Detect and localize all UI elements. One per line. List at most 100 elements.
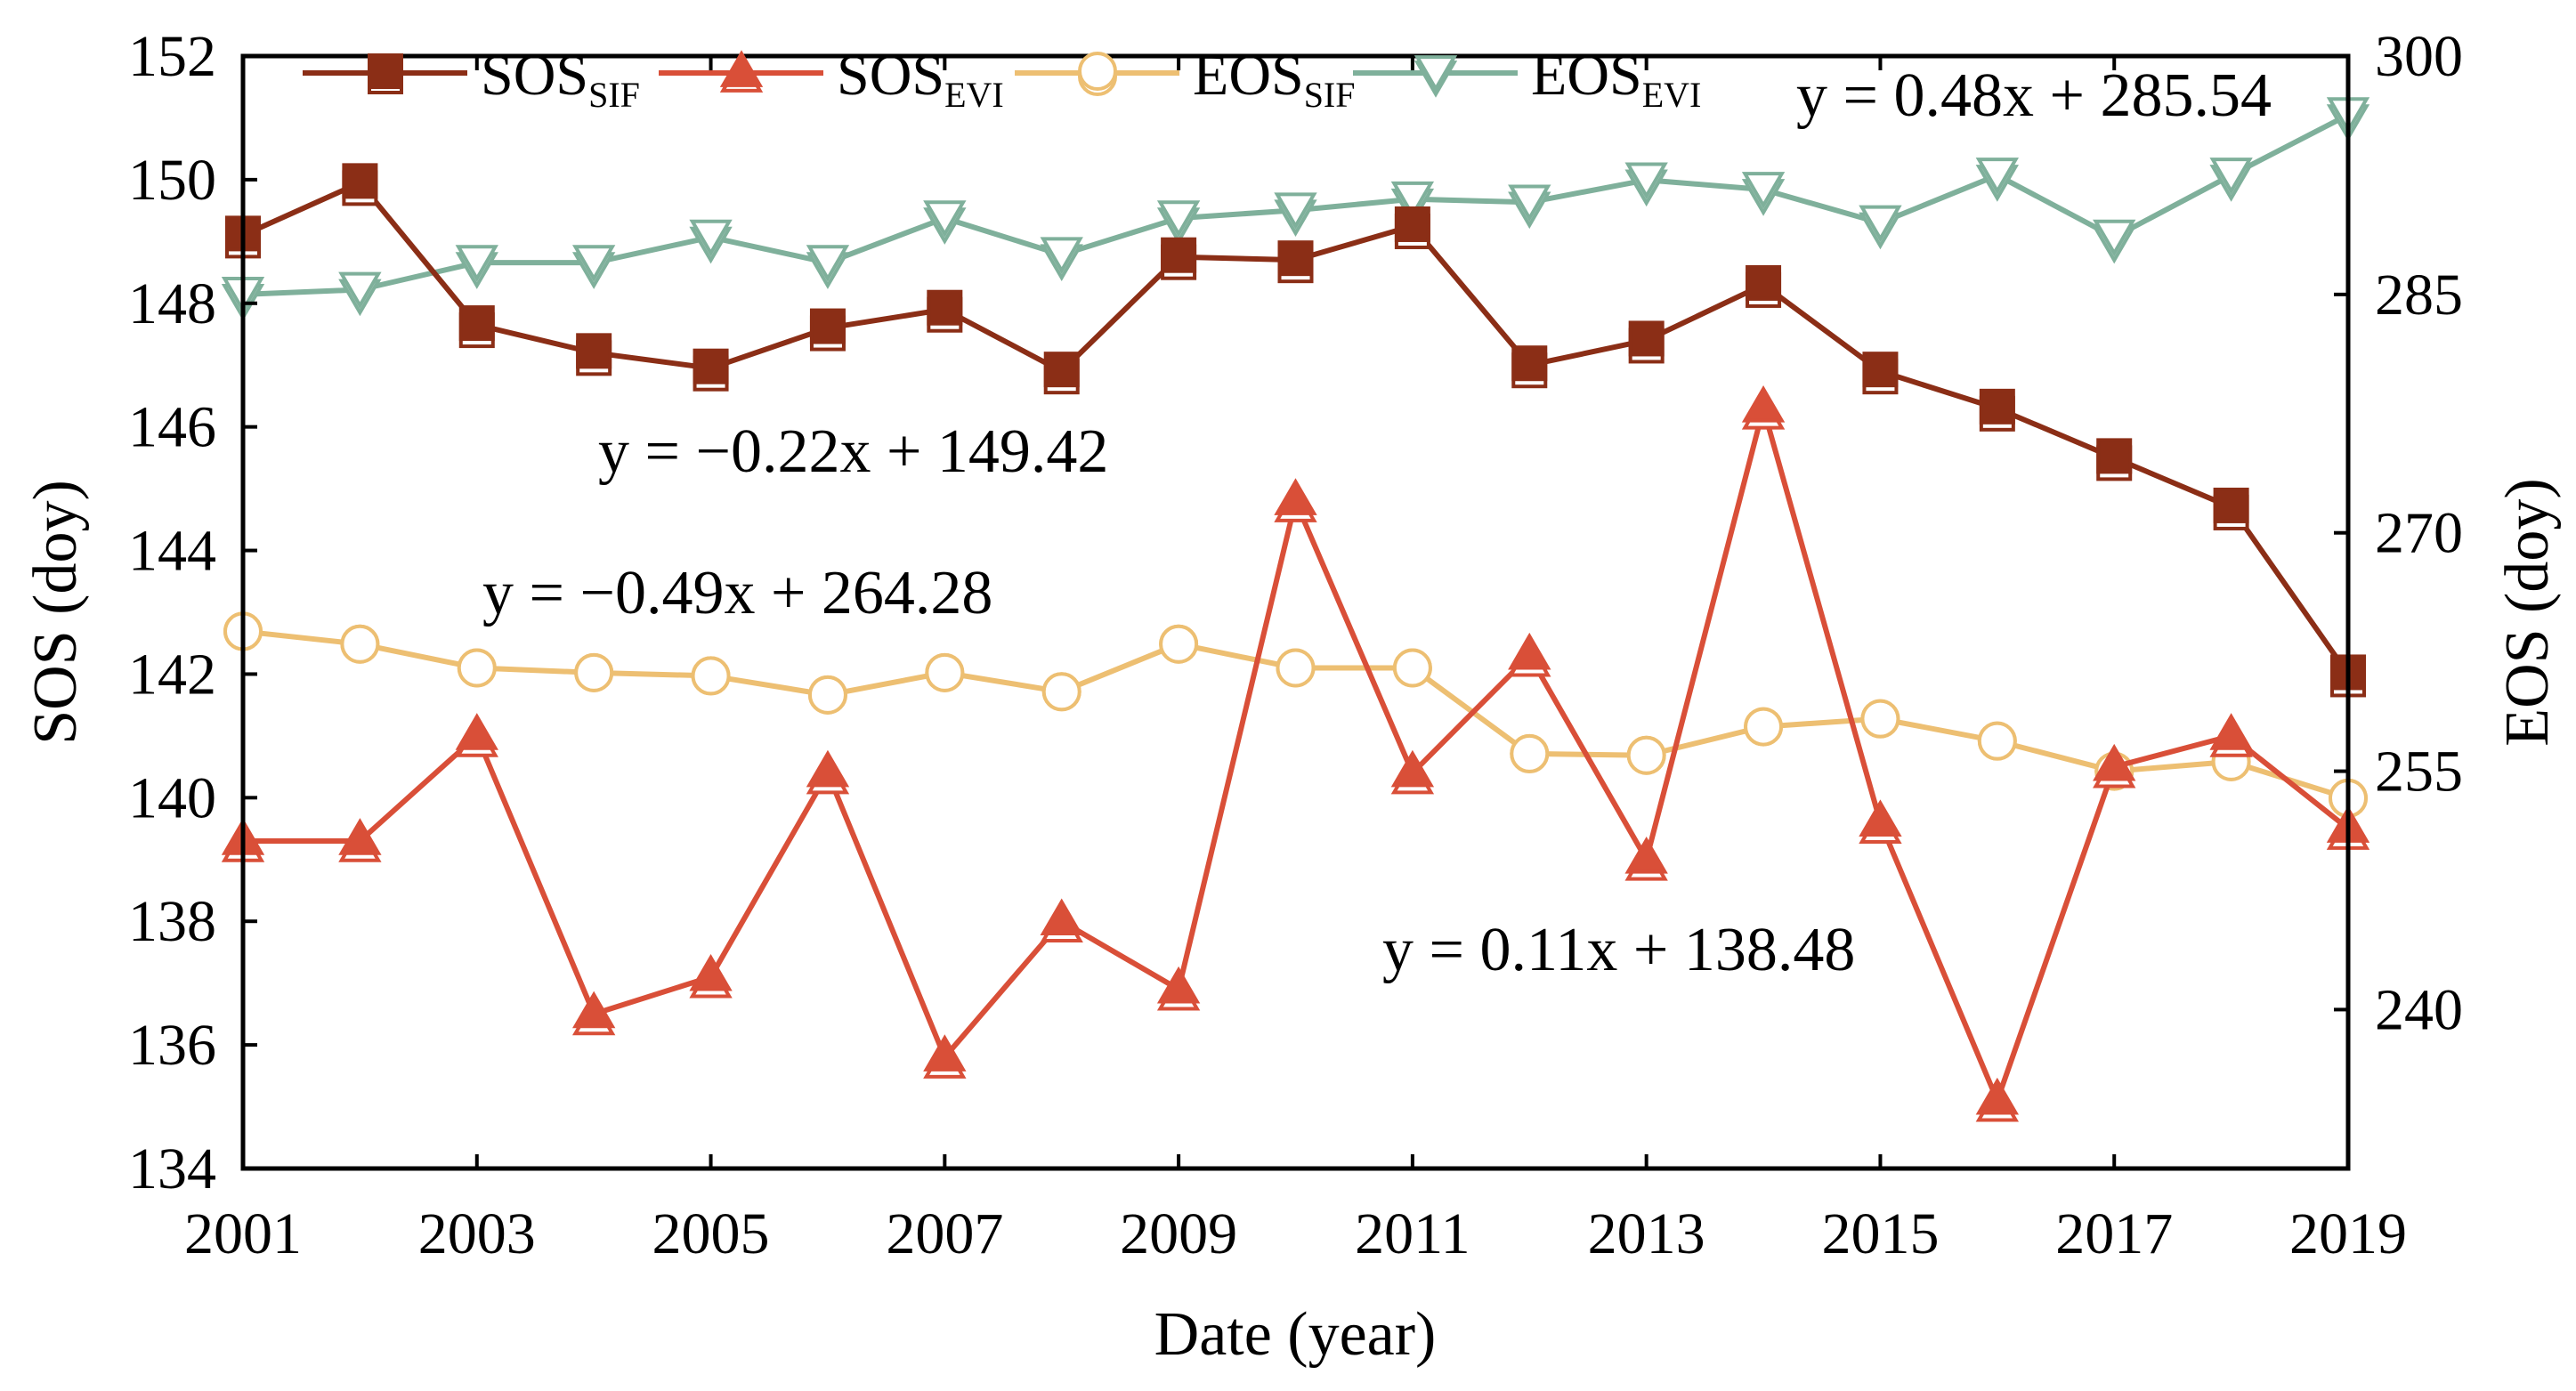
legend-label-sos-sif: SOSSIF bbox=[481, 43, 640, 115]
data-point-sos-evi bbox=[571, 991, 616, 1029]
data-point-sos-evi bbox=[1508, 632, 1551, 670]
y-right-tick-label: 270 bbox=[2375, 501, 2463, 566]
annotation-sos-sif-trend: y = −0.22x + 149.42 bbox=[598, 417, 1108, 486]
data-point-eos-evi bbox=[2093, 219, 2136, 257]
data-point-sos-sif bbox=[1979, 388, 2015, 425]
data-point-sos-sif bbox=[2096, 438, 2133, 474]
data-point-sos-evi bbox=[1156, 966, 1201, 1004]
legend-item-eos-evi: EOSEVI bbox=[1353, 43, 1701, 115]
data-point-eos-evi bbox=[1624, 162, 1668, 200]
data-point-sos-sif bbox=[1511, 345, 1548, 382]
legend-marker-eos-sif bbox=[1078, 52, 1117, 91]
y-right-tick-label: 300 bbox=[2375, 24, 2463, 89]
data-point-eos-evi bbox=[1156, 200, 1201, 238]
y-left-tick-label: 150 bbox=[128, 148, 216, 213]
data-point-eos-sif bbox=[340, 624, 380, 664]
legend-label-eos-sif: EOSSIF bbox=[1193, 43, 1356, 115]
legend-item-sos-sif: SOSSIF bbox=[303, 43, 640, 115]
data-point-eos-sif bbox=[1276, 648, 1316, 688]
data-point-sos-evi bbox=[455, 713, 498, 750]
data-point-eos-sif bbox=[807, 675, 847, 715]
data-point-sos-sif bbox=[458, 305, 495, 342]
legend-marker-eos-evi bbox=[1414, 55, 1458, 93]
annotation-eos-sif-trend: y = −0.49x + 264.28 bbox=[482, 559, 992, 627]
data-point-eos-evi bbox=[2209, 158, 2253, 195]
x-tick-label: 2011 bbox=[1355, 1201, 1470, 1266]
data-point-sos-evi bbox=[923, 1034, 967, 1072]
data-point-sos-sif bbox=[342, 163, 378, 199]
y-left-tick-label: 142 bbox=[128, 642, 216, 707]
data-point-sos-evi bbox=[806, 749, 850, 788]
y-left-tick-label: 134 bbox=[128, 1136, 216, 1201]
y-left-tick-label: 138 bbox=[128, 889, 216, 954]
data-point-sos-sif bbox=[1862, 352, 1899, 388]
legend-marker-sos-evi bbox=[719, 50, 764, 87]
data-point-sos-evi bbox=[2093, 743, 2136, 781]
data-point-eos-sif bbox=[691, 656, 731, 696]
data-point-eos-evi bbox=[1741, 172, 1786, 209]
y-left-tick-label: 136 bbox=[128, 1013, 216, 1078]
data-point-eos-sif bbox=[925, 652, 965, 692]
legend-label-sos-evi: SOSEVI bbox=[837, 43, 1004, 115]
annotation-sos-evi-trend: y = 0.11x + 138.48 bbox=[1382, 916, 1855, 984]
data-point-eos-sif bbox=[1041, 672, 1081, 712]
y-right-tick-label: 255 bbox=[2375, 740, 2463, 805]
data-point-eos-sif bbox=[1159, 624, 1199, 664]
data-point-eos-evi bbox=[1040, 237, 1083, 274]
y-right-tick-label: 285 bbox=[2375, 263, 2463, 328]
data-point-eos-evi bbox=[1508, 184, 1551, 222]
series-eos-sif bbox=[223, 611, 2368, 818]
x-tick-label: 2013 bbox=[1588, 1201, 1705, 1266]
x-axis-title: Date (year) bbox=[1154, 1300, 1437, 1369]
data-point-eos-evi bbox=[338, 271, 382, 310]
data-point-eos-evi bbox=[455, 245, 498, 282]
data-point-sos-evi bbox=[1975, 1077, 2020, 1115]
data-point-eos-sif bbox=[457, 648, 497, 688]
data-point-eos-sif bbox=[1860, 699, 1900, 739]
data-point-eos-sif bbox=[1510, 733, 1550, 773]
x-tick-label: 2017 bbox=[2055, 1201, 2173, 1266]
legend-label-eos-evi: EOSEVI bbox=[1531, 43, 1701, 115]
y-right-tick-label: 240 bbox=[2375, 977, 2463, 1042]
x-tick-label: 2019 bbox=[2289, 1201, 2407, 1266]
data-point-sos-evi bbox=[1624, 836, 1668, 874]
data-point-sos-sif bbox=[1161, 237, 1197, 273]
data-point-eos-sif bbox=[1744, 707, 1784, 747]
data-point-eos-evi bbox=[923, 200, 967, 238]
legend-item-sos-evi: SOSEVI bbox=[659, 43, 1004, 115]
annotation-eos-evi-trend: y = 0.48x + 285.54 bbox=[1796, 61, 2272, 130]
data-point-eos-evi bbox=[1390, 181, 1435, 219]
data-point-sos-sif bbox=[693, 348, 729, 384]
y-left-tick-label: 146 bbox=[128, 395, 216, 460]
right-axis-title: EOS (doy) bbox=[2493, 478, 2562, 746]
data-point-eos-evi bbox=[806, 245, 850, 282]
x-tick-label: 2003 bbox=[418, 1201, 536, 1266]
data-point-sos-sif bbox=[2213, 487, 2249, 523]
series-sos-sif bbox=[225, 163, 2366, 698]
y-left-tick-label: 152 bbox=[128, 24, 216, 89]
y-left-tick-label: 144 bbox=[128, 519, 216, 584]
series-sos-evi bbox=[221, 385, 2370, 1122]
plot-frame bbox=[240, 53, 2351, 1171]
data-point-sos-evi bbox=[689, 953, 733, 991]
data-point-sos-sif bbox=[927, 289, 963, 326]
legend-marker-sos-sif bbox=[368, 53, 403, 89]
legend-item-eos-sif: EOSSIF bbox=[1015, 43, 1356, 115]
data-point-sos-evi bbox=[1741, 385, 1786, 423]
data-point-eos-evi bbox=[571, 245, 616, 282]
data-point-sos-sif bbox=[1277, 240, 1314, 277]
data-point-sos-sif bbox=[809, 308, 846, 344]
data-point-sos-evi bbox=[2209, 713, 2253, 750]
y-left-tick-label: 140 bbox=[128, 765, 216, 830]
data-point-eos-evi bbox=[1975, 158, 2020, 195]
data-point-sos-evi bbox=[1274, 478, 1317, 515]
x-tick-label: 2001 bbox=[184, 1201, 302, 1266]
x-tick-label: 2005 bbox=[652, 1201, 770, 1266]
data-point-eos-sif bbox=[1392, 648, 1432, 688]
data-point-sos-sif bbox=[1394, 206, 1430, 242]
y-left-tick-label: 148 bbox=[128, 271, 216, 336]
x-tick-label: 2007 bbox=[886, 1201, 1003, 1266]
x-tick-label: 2015 bbox=[1821, 1201, 1939, 1266]
data-point-eos-evi bbox=[1274, 192, 1317, 230]
data-point-eos-evi bbox=[689, 219, 733, 257]
